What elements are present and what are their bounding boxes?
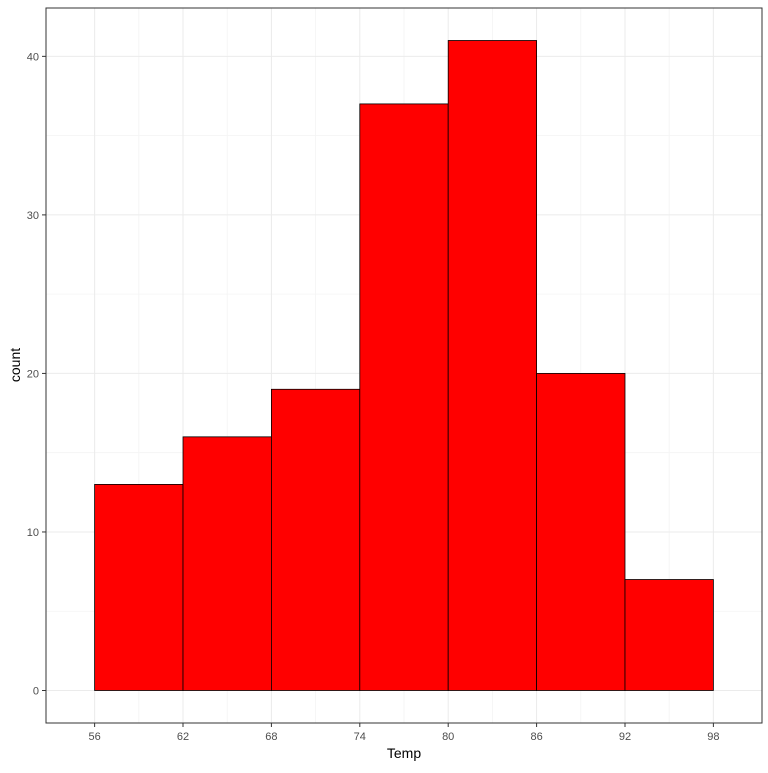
x-tick-label: 80 bbox=[442, 731, 454, 743]
x-axis-title: Temp bbox=[387, 745, 421, 761]
x-tick-label: 68 bbox=[265, 731, 277, 743]
y-tick-label: 30 bbox=[27, 210, 39, 222]
y-tick-label: 20 bbox=[27, 368, 39, 380]
x-tick-label: 62 bbox=[177, 731, 189, 743]
y-axis-title: count bbox=[7, 348, 23, 382]
ticks-layer: 56 62 68 74 80 86 92 98 0 10 20 30 40 bbox=[27, 51, 720, 743]
x-tick-label: 86 bbox=[530, 731, 542, 743]
histogram-bar bbox=[182, 436, 272, 691]
x-tick-label: 56 bbox=[88, 731, 100, 743]
histogram-bar bbox=[536, 373, 626, 691]
histogram-bar bbox=[94, 484, 184, 691]
x-tick-label: 74 bbox=[354, 731, 366, 743]
x-tick-label: 98 bbox=[707, 731, 719, 743]
y-tick-label: 0 bbox=[33, 686, 39, 698]
histogram-bar bbox=[624, 579, 714, 691]
bars-layer bbox=[94, 40, 714, 691]
histogram-bar bbox=[271, 388, 361, 691]
panel-border bbox=[45, 7, 763, 724]
histogram-bar bbox=[447, 40, 537, 691]
x-tick-label: 92 bbox=[619, 731, 631, 743]
y-tick-label: 40 bbox=[27, 51, 39, 63]
histogram-bar bbox=[359, 103, 449, 691]
y-tick-label: 10 bbox=[27, 527, 39, 539]
